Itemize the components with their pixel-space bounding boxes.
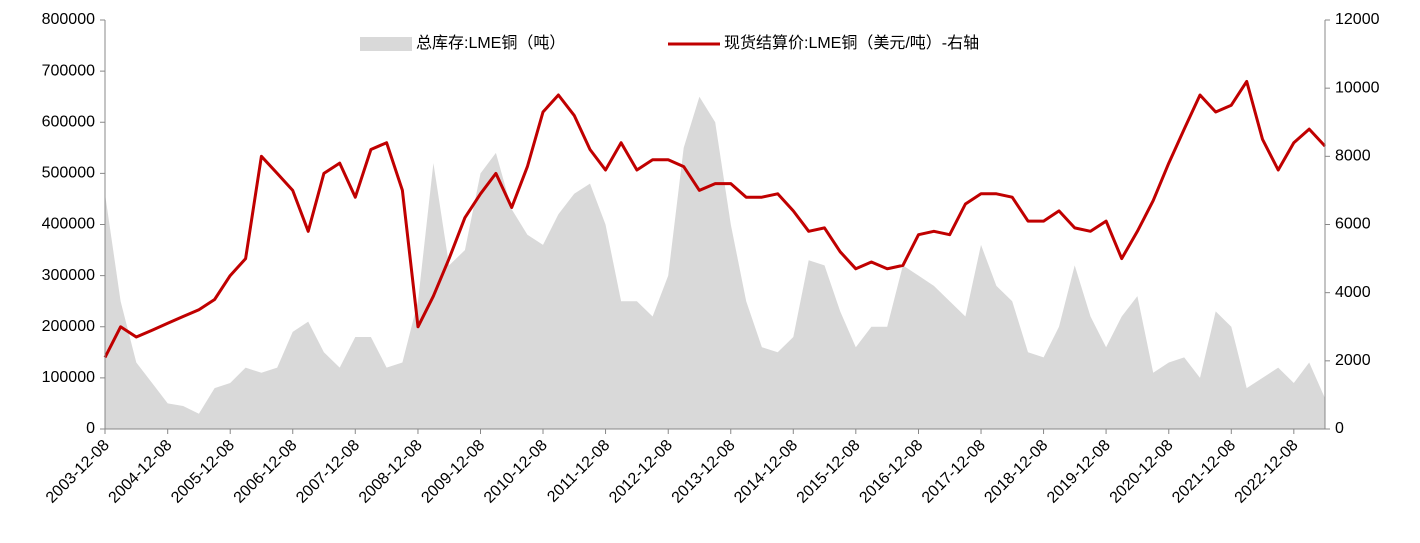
x-tick-label: 2013-12-08 — [669, 437, 739, 507]
y-tick-label: 300000 — [42, 267, 95, 284]
y2-tick-label: 0 — [1335, 420, 1344, 437]
x-tick-label: 2015-12-08 — [794, 437, 864, 507]
y-tick-label: 0 — [86, 420, 95, 437]
price-line — [103, 79, 1327, 359]
x-tick-label: 2020-12-08 — [1107, 437, 1177, 507]
y2-tick-label: 8000 — [1335, 148, 1371, 165]
y-tick-label: 500000 — [42, 165, 95, 182]
y2-tick-label: 10000 — [1335, 79, 1380, 96]
x-tick-label: 2021-12-08 — [1169, 437, 1239, 507]
y2-tick-label: 12000 — [1335, 11, 1380, 28]
y2-tick-label: 4000 — [1335, 284, 1371, 301]
x-tick-label: 2018-12-08 — [981, 437, 1051, 507]
y-tick-label: 200000 — [42, 318, 95, 335]
x-tick-label: 2012-12-08 — [606, 437, 676, 507]
x-tick-label: 2009-12-08 — [418, 437, 488, 507]
x-tick-label: 2008-12-08 — [356, 437, 426, 507]
inventory-area — [105, 96, 1325, 429]
y-tick-label: 100000 — [42, 369, 95, 386]
y-tick-label: 700000 — [42, 62, 95, 79]
x-tick-label: 2022-12-08 — [1232, 437, 1302, 507]
x-tick-label: 2005-12-08 — [168, 437, 238, 507]
x-tick-label: 2017-12-08 — [919, 437, 989, 507]
y-tick-label: 400000 — [42, 216, 95, 233]
x-tick-label: 2003-12-08 — [43, 437, 113, 507]
y2-tick-label: 2000 — [1335, 352, 1371, 369]
x-tick-label: 2004-12-08 — [106, 437, 176, 507]
x-tick-label: 2007-12-08 — [293, 437, 363, 507]
legend-label: 总库存:LME铜（吨） — [416, 34, 565, 52]
x-tick-label: 2006-12-08 — [231, 437, 301, 507]
y-tick-label: 800000 — [42, 11, 95, 28]
x-tick-label: 2014-12-08 — [731, 437, 801, 507]
legend-label: 现货结算价:LME铜（美元/吨）-右轴 — [724, 33, 979, 52]
x-tick-label: 2011-12-08 — [544, 437, 613, 506]
x-tick-label: 2016-12-08 — [856, 437, 926, 507]
y2-tick-label: 6000 — [1335, 216, 1371, 233]
y-tick-label: 600000 — [42, 113, 95, 130]
x-tick-label: 2010-12-08 — [481, 437, 551, 507]
legend-swatch — [360, 37, 412, 51]
x-tick-label: 2019-12-08 — [1044, 437, 1114, 507]
